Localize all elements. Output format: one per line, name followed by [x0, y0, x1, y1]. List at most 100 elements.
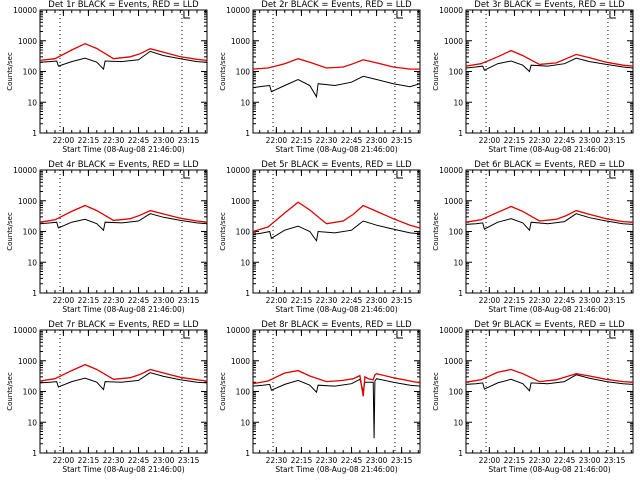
plot-panel-1: Det 1r BLACK = Events, RED = LLD 1 10 100 10…	[6, 0, 208, 154]
y-tick-label: 100	[23, 388, 38, 397]
x-tick-label: 22:30	[103, 296, 125, 305]
y-tick-label: 10	[240, 258, 250, 267]
y-tick-label: 10	[453, 98, 463, 107]
y-tick-label: 10000	[439, 326, 463, 335]
y-axis-label: Counts/sec	[6, 372, 14, 411]
y-tick-label: 1	[245, 289, 250, 298]
x-axis-label: Start Time (08-Aug-08 21:46:00)	[62, 305, 184, 314]
x-tick-label: 22:45	[128, 296, 150, 305]
y-tick-label: 1	[458, 449, 463, 458]
plot-panel-9: Det 9r BLACK = Events, RED = LLD 1 10 100 10…	[432, 320, 634, 474]
y-tick-label: 1	[245, 449, 250, 458]
y-tick-label: 1	[245, 129, 250, 138]
y-tick-label: 100	[236, 228, 251, 237]
panel-title: Det 5r BLACK = Events, RED = LLD	[261, 160, 412, 170]
x-tick-label: 23:15	[391, 136, 413, 145]
plot-panel-7: Det 7r BLACK = Events, RED = LLD 1 10 100 10…	[6, 320, 208, 474]
x-tick-label: 22:45	[341, 296, 363, 305]
x-tick-label: 22:00	[266, 296, 288, 305]
events-series-line	[465, 374, 634, 392]
x-tick-label: 22:00	[266, 136, 288, 145]
y-tick-label: 10	[240, 418, 250, 427]
x-tick-label: 22:45	[554, 296, 576, 305]
x-tick-label: 23:00	[153, 136, 175, 145]
y-tick-label: 100	[236, 388, 251, 397]
lld-series-line	[465, 368, 634, 383]
y-tick-label: 10	[27, 258, 37, 267]
y-tick-label: 1000	[18, 197, 37, 206]
y-tick-label: 1000	[18, 37, 37, 46]
x-tick-label: 23:15	[604, 136, 626, 145]
bracket-marker	[609, 331, 616, 339]
events-series-line	[252, 220, 421, 243]
y-tick-label: 1000	[444, 197, 463, 206]
x-tick-label: 23:15	[178, 296, 200, 305]
y-tick-label: 1	[32, 129, 37, 138]
x-tick-label: 23:00	[366, 296, 388, 305]
x-tick-label: 22:30	[316, 296, 338, 305]
bracket-marker	[183, 171, 190, 179]
y-tick-label: 10000	[13, 6, 37, 15]
plot-panel-6: Det 6r BLACK = Events, RED = LLD 1 10 100 10…	[432, 160, 634, 314]
x-tick-label: 23:00	[579, 456, 601, 465]
events-series-line	[39, 50, 208, 71]
y-tick-label: 100	[449, 388, 464, 397]
bracket-marker	[396, 11, 403, 19]
x-tick-label: 22:00	[53, 136, 75, 145]
x-tick-label: 22:15	[78, 296, 100, 305]
lld-series-line	[252, 201, 421, 233]
x-tick-label: 22:00	[479, 456, 501, 465]
x-tick-label: 23:15	[178, 456, 200, 465]
y-tick-label: 10000	[226, 166, 250, 175]
panel-title: Det 1r BLACK = Events, RED = LLD	[48, 0, 199, 10]
panel-title: Det 9r BLACK = Events, RED = LLD	[474, 320, 625, 330]
x-tick-label: 22:30	[529, 456, 551, 465]
y-axis-label: Counts/sec	[432, 52, 440, 91]
y-tick-label: 100	[449, 68, 464, 77]
x-tick-label: 22:30	[529, 136, 551, 145]
y-axis-label: Counts/sec	[6, 212, 14, 251]
x-tick-label: 22:45	[128, 456, 150, 465]
x-tick-label: 22:00	[479, 136, 501, 145]
x-tick-label: 23:00	[153, 296, 175, 305]
plot-panel-3: Det 3r BLACK = Events, RED = LLD 1 10 100 10…	[432, 0, 634, 154]
plot-panel-4: Det 4r BLACK = Events, RED = LLD 1 10 100 10…	[6, 160, 208, 314]
events-series-line	[39, 213, 208, 232]
y-axis-label: Counts/sec	[432, 372, 440, 411]
x-tick-label: 23:15	[391, 296, 413, 305]
x-axis-label: Start Time (08-Aug-08 21:46:00)	[488, 465, 610, 474]
y-tick-label: 10000	[439, 166, 463, 175]
x-tick-label: 22:45	[341, 136, 363, 145]
x-tick-label: 22:15	[78, 456, 100, 465]
plot-panel-5: Det 5r BLACK = Events, RED = LLD 1 10 100 10…	[219, 160, 421, 314]
x-tick-label: 22:45	[554, 456, 576, 465]
plot-panel-2: Det 2r BLACK = Events, RED = LLD 1 10 100 10…	[219, 0, 421, 154]
y-tick-label: 1	[32, 449, 37, 458]
bracket-marker	[609, 171, 616, 179]
bracket-marker	[609, 11, 616, 19]
y-tick-label: 10000	[439, 6, 463, 15]
panel-title: Det 4r BLACK = Events, RED = LLD	[48, 160, 199, 170]
y-tick-label: 1000	[231, 37, 250, 46]
bracket-marker	[183, 331, 190, 339]
x-axis-label: Start Time (08-Aug-08 21:46:00)	[488, 145, 610, 154]
panel-title: Det 8r BLACK = Events, RED = LLD	[261, 320, 412, 330]
x-tick-label: 22:00	[479, 296, 501, 305]
panel-title: Det 6r BLACK = Events, RED = LLD	[474, 160, 625, 170]
y-tick-label: 10	[240, 98, 250, 107]
panel-title: Det 7r BLACK = Events, RED = LLD	[48, 320, 199, 330]
x-tick-label: 22:15	[291, 136, 313, 145]
y-axis-label: Counts/sec	[219, 52, 227, 91]
x-axis-label: Start Time (08-Aug-08 21:46:00)	[488, 305, 610, 314]
x-tick-label: 23:15	[604, 456, 626, 465]
y-axis-label: Counts/sec	[6, 52, 14, 91]
plot-panel-8: Det 8r BLACK = Events, RED = LLD 1 10 100 10…	[219, 320, 421, 474]
x-tick-label: 22:30	[266, 456, 288, 465]
y-tick-label: 100	[23, 68, 38, 77]
lld-series-line	[465, 49, 634, 67]
lld-series-line	[39, 42, 208, 62]
panel-title: Det 3r BLACK = Events, RED = LLD	[474, 0, 625, 10]
x-axis-label: Start Time (08-Aug-08 21:46:00)	[275, 465, 397, 474]
x-tick-label: 23:15	[604, 296, 626, 305]
